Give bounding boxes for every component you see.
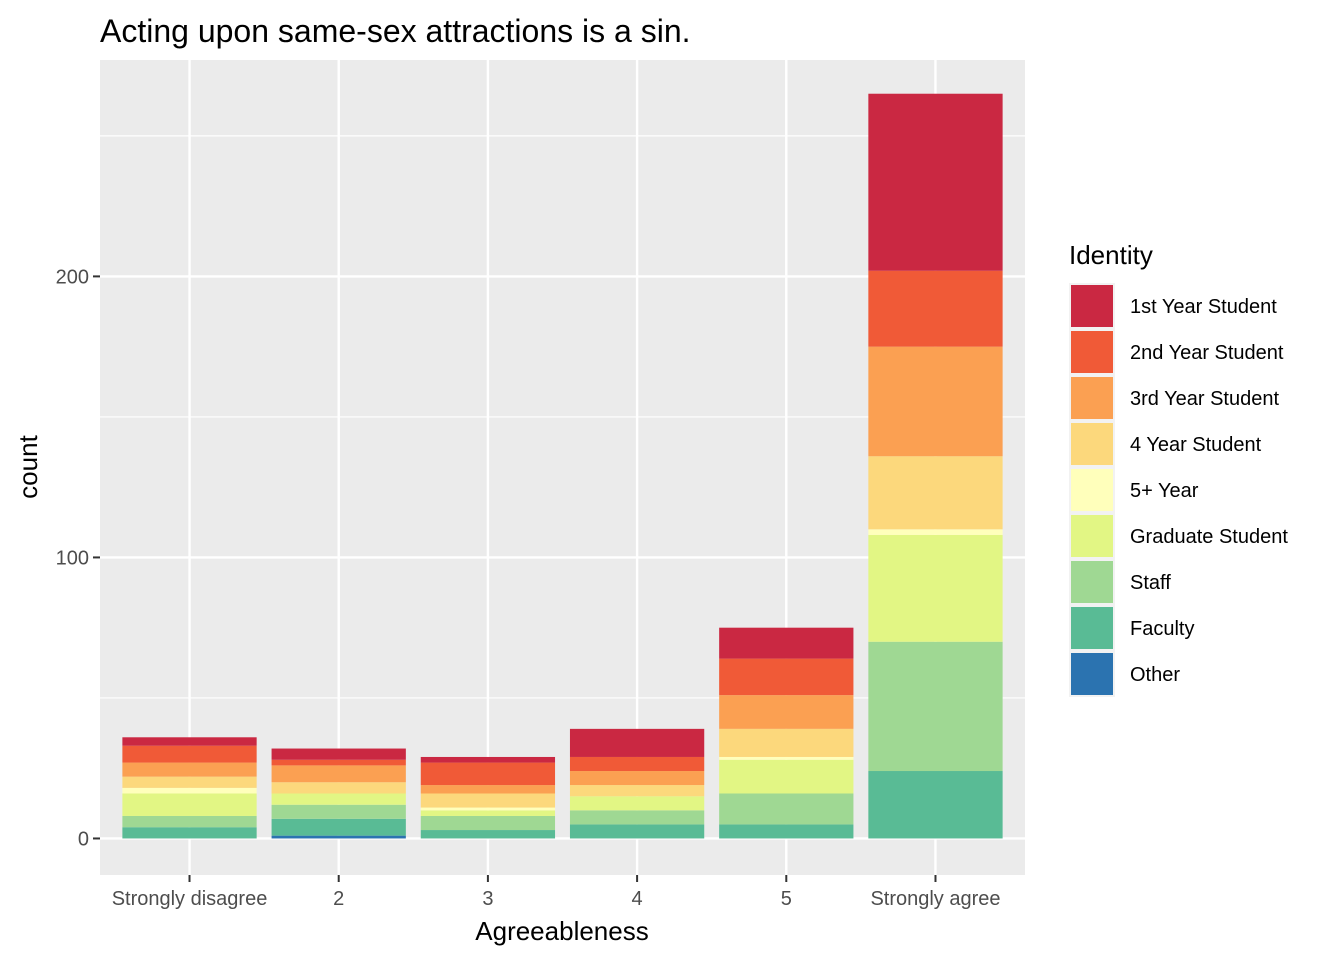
bar-segment: [719, 793, 854, 825]
legend-swatch: [1071, 469, 1113, 511]
bar-segment: [719, 759, 854, 794]
bar-segment: [569, 824, 705, 839]
bar-segment: [122, 762, 257, 777]
x-tick-label: Strongly agree: [870, 888, 1000, 910]
bar-segment: [271, 793, 406, 805]
bar-segment: [420, 785, 556, 794]
legend-label: Other: [1130, 664, 1180, 686]
bars: [122, 93, 1003, 839]
legend-title: Identity: [1069, 240, 1153, 270]
bar-segment: [122, 745, 257, 763]
bar-segment: [420, 793, 556, 808]
bar-segment: [719, 658, 854, 696]
bar-segment: [868, 456, 1003, 530]
x-tick-label: 2: [333, 888, 344, 910]
legend-label: Faculty: [1130, 618, 1194, 640]
bar-segment: [569, 810, 705, 825]
x-tick-label: 3: [482, 888, 493, 910]
bar-segment: [719, 824, 854, 839]
legend-label: 3rd Year Student: [1130, 388, 1279, 410]
y-axis: 0 100 200: [56, 266, 100, 850]
bar-segment: [420, 756, 556, 763]
legend-swatch: [1071, 653, 1113, 695]
bar-segment: [719, 627, 854, 659]
bar-segment: [868, 93, 1003, 271]
bar-segment: [271, 748, 406, 760]
x-tick-label: Strongly disagree: [112, 888, 268, 910]
legend: Identity 1st Year Student 2nd Year Studen…: [1069, 240, 1288, 697]
legend-label: 5+ Year: [1130, 480, 1199, 502]
bar-segment: [271, 835, 406, 839]
bar-segment: [719, 756, 854, 760]
legend-swatch: [1071, 331, 1113, 373]
bar-segment: [122, 787, 257, 794]
bar-segment: [420, 762, 556, 786]
bar-segment: [569, 796, 705, 811]
legend-swatch: [1071, 285, 1113, 327]
legend-label: 4 Year Student: [1130, 434, 1262, 456]
bar-segment: [868, 771, 1003, 839]
bar-segment: [271, 818, 406, 836]
bar-segment: [122, 776, 257, 788]
bar-segment: [868, 534, 1003, 642]
x-tick-label: 5: [781, 888, 792, 910]
chart-title: Acting upon same-sex attractions is a si…: [100, 13, 691, 49]
bar-segment: [271, 765, 406, 783]
x-axis-label: Agreeableness: [475, 916, 648, 946]
y-tick-label: 0: [78, 828, 89, 850]
bar-segment: [420, 810, 556, 816]
bar-segment: [420, 815, 556, 831]
bar-segment: [271, 759, 406, 766]
bar-segment: [271, 804, 406, 819]
legend-swatch: [1071, 377, 1113, 419]
x-axis: Strongly disagree 2 3 4 5 Strongly agree: [112, 875, 1001, 910]
legend-label: Staff: [1130, 572, 1171, 594]
legend-swatch: [1071, 607, 1113, 649]
y-axis-label: count: [13, 434, 43, 498]
bar-segment: [569, 785, 705, 797]
y-tick-label: 100: [56, 547, 89, 569]
bar-segment: [868, 529, 1003, 535]
bar-segment: [868, 346, 1003, 457]
bar-segment: [868, 270, 1003, 347]
bar-segment: [569, 728, 705, 757]
bar-segment: [569, 756, 705, 772]
bar-segment: [420, 807, 556, 811]
bar-segment: [122, 737, 257, 746]
bar-segment: [122, 815, 257, 828]
y-tick-label: 200: [56, 266, 89, 288]
legend-swatch: [1071, 561, 1113, 603]
bar-segment: [719, 695, 854, 729]
legend-label: Graduate Student: [1130, 526, 1288, 548]
bar-segment: [719, 728, 854, 757]
x-tick-label: 4: [632, 888, 643, 910]
bar-segment: [122, 827, 257, 839]
bar-segment: [122, 793, 257, 816]
legend-label: 2nd Year Student: [1130, 342, 1284, 364]
bar-segment: [420, 830, 556, 839]
legend-swatch: [1071, 423, 1113, 465]
legend-swatch: [1071, 515, 1113, 557]
bar-segment: [569, 771, 705, 786]
bar-segment: [271, 782, 406, 794]
bar-segment: [868, 641, 1003, 772]
legend-label: 1st Year Student: [1130, 296, 1277, 318]
